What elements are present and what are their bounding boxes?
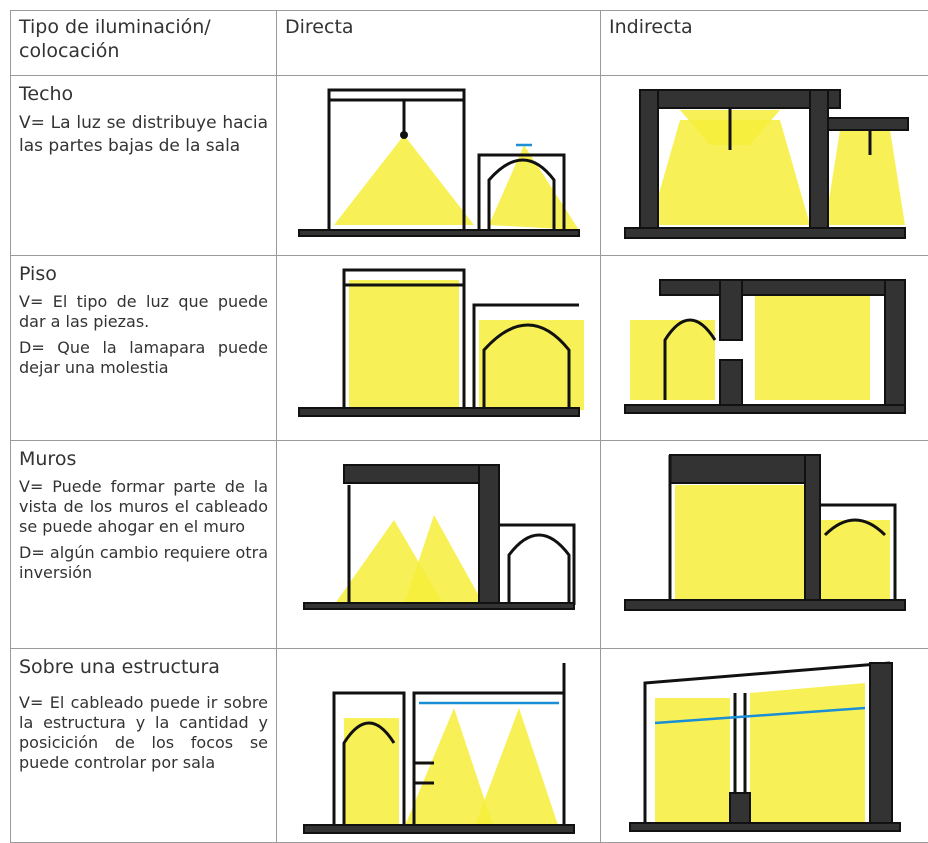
sketch-cell: [277, 441, 601, 649]
header-row: Tipo de iluminación/ colocación Directa …: [11, 11, 928, 76]
sketch: [620, 445, 910, 620]
sketch-cell: [277, 76, 601, 256]
note: D= Que la lamapara puede dejar una moles…: [19, 338, 268, 378]
sketch-cell: [277, 256, 601, 441]
sketch-cell: [601, 76, 928, 256]
sketch: [294, 80, 584, 245]
row-label: Sobre una estructura: [19, 655, 268, 679]
note: D= algún cambio requiere otra inversión: [19, 543, 268, 583]
header-cell: Indirecta: [601, 11, 928, 76]
sketch: [620, 80, 910, 245]
sketch-cell: [277, 649, 601, 843]
sketch: [294, 445, 584, 620]
sketch: [620, 653, 910, 838]
note: V= Puede formar parte de la vista de los…: [19, 477, 268, 537]
sketch-cell: [601, 256, 928, 441]
header-cell: Directa: [277, 11, 601, 76]
row-label: Techo: [19, 82, 268, 106]
row: Piso V= El tipo de luz que puede dar a l…: [11, 256, 928, 441]
note: V= El cableado puede ir sobre la estruct…: [19, 693, 268, 773]
row: Techo V= La luz se distribuye hacia las …: [11, 76, 928, 256]
row-label: Muros: [19, 447, 268, 471]
label-cell: Piso V= El tipo de luz que puede dar a l…: [11, 256, 277, 441]
row-label: Piso: [19, 262, 268, 286]
lighting-table: Tipo de iluminación/ colocación Directa …: [10, 10, 928, 843]
label-cell: Techo V= La luz se distribuye hacia las …: [11, 76, 277, 256]
row: Sobre una estructura V= El cableado pued…: [11, 649, 928, 843]
sketch: [294, 260, 584, 425]
sketch: [620, 260, 910, 425]
sketch-cell: [601, 649, 928, 843]
note: V= El tipo de luz que puede dar a las pi…: [19, 292, 268, 332]
sketch: [294, 653, 584, 838]
sketch-cell: [601, 441, 928, 649]
row: Muros V= Puede formar parte de la vista …: [11, 441, 928, 649]
label-cell: Sobre una estructura V= El cableado pued…: [11, 649, 277, 843]
note: V= La luz se distribuye hacia las partes…: [19, 112, 268, 158]
header-cell: Tipo de iluminación/ colocación: [11, 11, 277, 76]
label-cell: Muros V= Puede formar parte de la vista …: [11, 441, 277, 649]
